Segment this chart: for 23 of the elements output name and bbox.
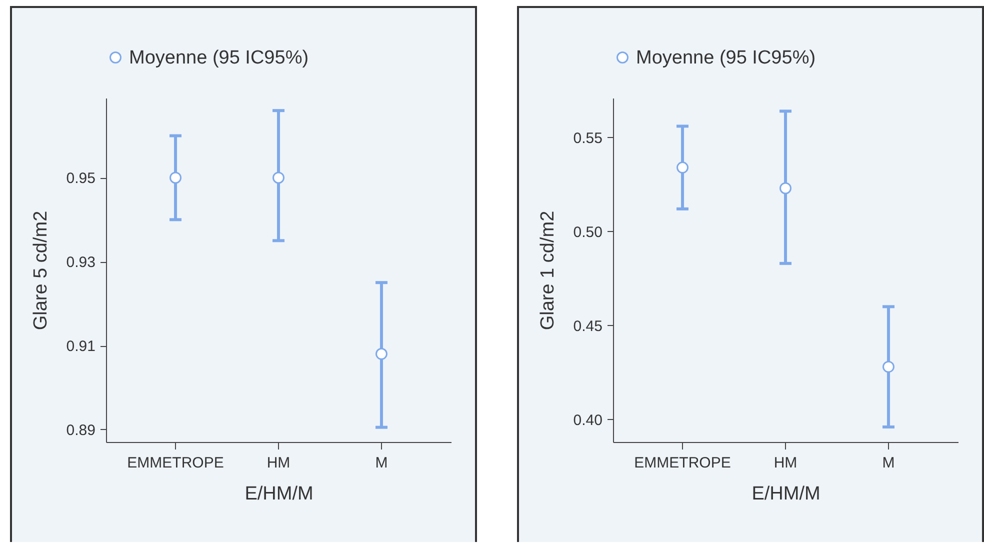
point xyxy=(780,182,792,194)
legend-label: Moyenne (95 IC95%) xyxy=(129,48,309,68)
y-tick-label: 0.45 xyxy=(573,318,602,335)
y-tick-label: 0.89 xyxy=(66,422,96,439)
y-tick-label: 0.50 xyxy=(573,224,602,241)
legend-label: Moyenne (95 IC95%) xyxy=(636,48,816,68)
x-tick-label: HM xyxy=(774,454,798,472)
x-tick-label: M xyxy=(882,454,895,472)
x-axis-title: E/HM/M xyxy=(752,484,820,504)
y-tick-label: 0.40 xyxy=(573,412,602,429)
x-tick-label: M xyxy=(375,454,388,472)
y-tick-label: 0.55 xyxy=(573,130,602,147)
point xyxy=(882,360,894,373)
point xyxy=(676,162,689,174)
y-tick-label: 0.95 xyxy=(66,170,96,188)
y-axis-title: Glare 5 cd/m2 xyxy=(30,210,52,330)
x-tick-label: HM xyxy=(266,454,290,472)
y-tick-label: 0.91 xyxy=(66,338,96,356)
x-tick-label: EMMETROPE xyxy=(634,454,731,472)
x-tick-label: EMMETROPE xyxy=(127,454,224,472)
y-axis-title: Glare 1 cd/m2 xyxy=(537,210,558,330)
x-axis-title: E/HM/M xyxy=(244,484,314,504)
y-tick-label: 0.93 xyxy=(66,254,96,272)
